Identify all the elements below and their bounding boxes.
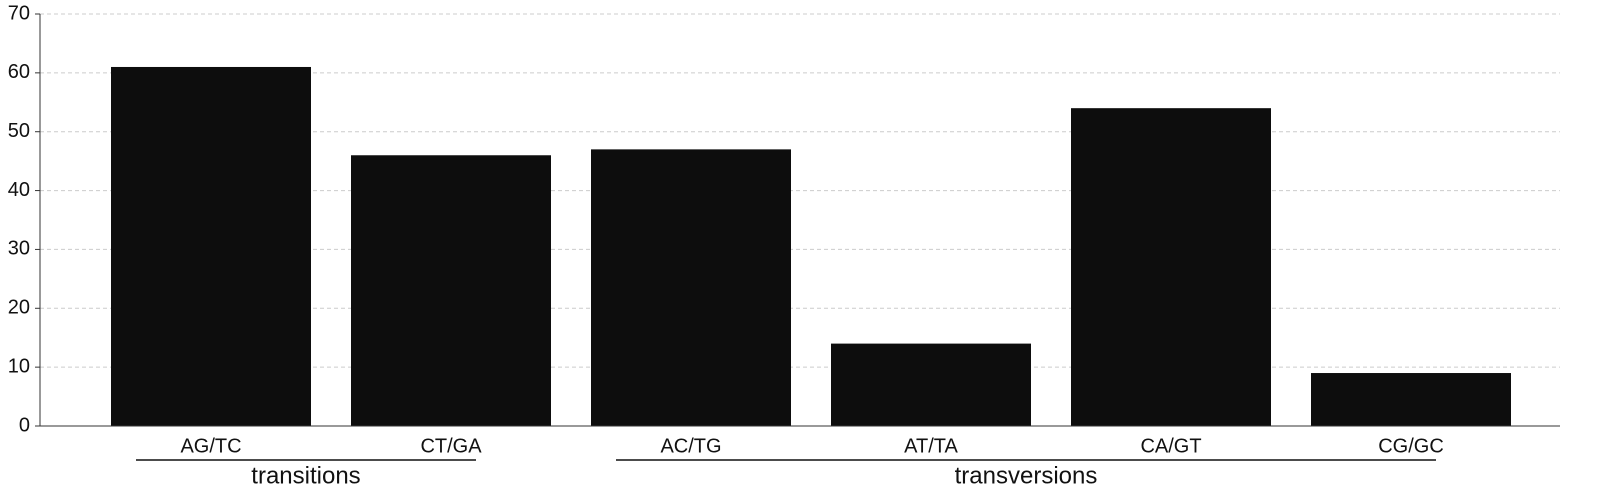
y-tick-label: 30 [8,238,30,260]
y-tick-label: 50 [8,120,30,142]
y-tick-label: 0 [19,414,30,436]
bar [111,66,311,426]
x-tick-label: AT/TA [904,435,958,457]
x-tick-label: CG/GC [1378,435,1444,457]
bar [351,155,551,426]
x-tick-label: AG/TC [180,435,241,457]
x-tick-label: CT/GA [420,435,482,457]
y-tick-label: 10 [8,355,30,377]
bar [831,343,1031,426]
group-label: transversions [955,462,1098,489]
y-tick-label: 70 [8,2,30,24]
bar [1071,108,1271,427]
x-tick-label: AC/TG [660,435,721,457]
group-label: transitions [251,462,360,489]
y-tick-label: 40 [8,179,30,201]
y-tick-label: 60 [8,61,30,83]
bar [591,149,791,426]
x-tick-label: CA/GT [1140,435,1201,457]
bar [1311,373,1511,426]
y-tick-label: 20 [8,297,30,319]
